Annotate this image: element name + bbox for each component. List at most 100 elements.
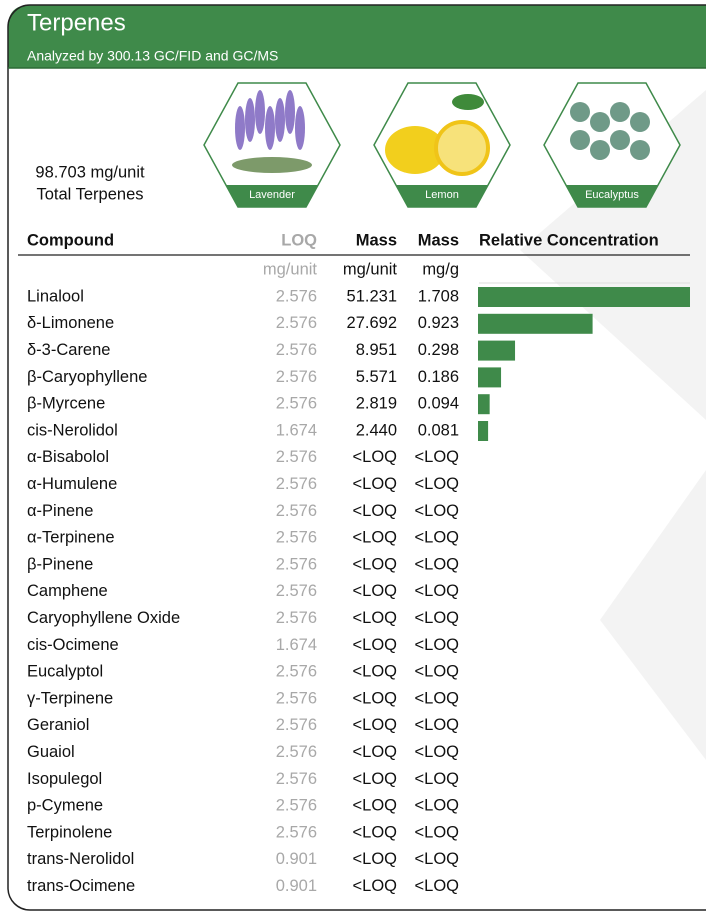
- loq: 2.576: [276, 395, 317, 413]
- mass-per-gram: <LOQ: [415, 636, 460, 654]
- unit-label: mg/unit: [263, 260, 318, 278]
- mass-per-gram: <LOQ: [415, 529, 460, 547]
- mass: 8.951: [356, 341, 397, 359]
- loq: 2.576: [276, 716, 317, 734]
- mass-per-gram: 0.081: [418, 421, 459, 439]
- mass-per-gram: <LOQ: [415, 770, 460, 788]
- concentration-bar: [478, 287, 690, 307]
- unit-label: mg/g: [422, 260, 459, 278]
- loq: 2.576: [276, 529, 317, 547]
- eucalyptus-art: [630, 112, 650, 132]
- loq: 2.576: [276, 770, 317, 788]
- compound: cis-Ocimene: [27, 636, 119, 654]
- lemon-art: [436, 122, 488, 174]
- column-header: Mass: [418, 231, 459, 249]
- page: Terpenes Analyzed by 300.13 GC/FID and G…: [0, 0, 706, 919]
- compound: Camphene: [27, 582, 108, 600]
- mass: <LOQ: [353, 636, 398, 654]
- mass: <LOQ: [353, 582, 398, 600]
- mass-per-gram: <LOQ: [415, 555, 460, 573]
- mass-per-gram: <LOQ: [415, 582, 460, 600]
- compound: α-Humulene: [27, 475, 117, 493]
- mass: <LOQ: [353, 823, 398, 841]
- mass: 51.231: [347, 287, 397, 305]
- mass-per-gram: <LOQ: [415, 797, 460, 815]
- mass-per-gram: <LOQ: [415, 716, 460, 734]
- loq: 0.901: [276, 877, 317, 895]
- loq: 2.576: [276, 368, 317, 386]
- mass: 5.571: [356, 368, 397, 386]
- loq: 2.576: [276, 582, 317, 600]
- loq: 1.674: [276, 421, 317, 439]
- mass-per-gram: <LOQ: [415, 823, 460, 841]
- compound: α-Pinene: [27, 502, 93, 520]
- mass-per-gram: <LOQ: [415, 850, 460, 868]
- loq: 2.576: [276, 663, 317, 681]
- subtitle: Analyzed by 300.13 GC/FID and GC/MS: [27, 48, 278, 64]
- mass: <LOQ: [353, 850, 398, 868]
- compound: β-Myrcene: [27, 395, 105, 413]
- eucalyptus-art: [630, 140, 650, 160]
- mass: 2.819: [356, 395, 397, 413]
- lavender-art: [265, 106, 275, 150]
- mass-per-gram: <LOQ: [415, 502, 460, 520]
- aroma-label: Lemon: [425, 189, 459, 201]
- loq: 2.576: [276, 609, 317, 627]
- column-header: Compound: [27, 231, 114, 249]
- compound: δ-Limonene: [27, 314, 114, 332]
- compound: Linalool: [27, 287, 84, 305]
- loq: 2.576: [276, 287, 317, 305]
- loq: 1.674: [276, 636, 317, 654]
- mass: <LOQ: [353, 663, 398, 681]
- mass-per-gram: 0.094: [418, 395, 459, 413]
- aroma-label: Lavender: [249, 189, 295, 201]
- concentration-bar: [478, 314, 593, 334]
- compound: Caryophyllene Oxide: [27, 609, 180, 627]
- concentration-bar: [478, 394, 490, 414]
- compound: trans-Nerolidol: [27, 850, 134, 868]
- lavender-art: [275, 98, 285, 142]
- compound: β-Pinene: [27, 555, 93, 573]
- mass-per-gram: <LOQ: [415, 475, 460, 493]
- compound: p-Cymene: [27, 797, 103, 815]
- concentration-bar: [478, 367, 501, 387]
- compound: cis-Nerolidol: [27, 421, 118, 439]
- eucalyptus-art: [610, 102, 630, 122]
- loq: 2.576: [276, 555, 317, 573]
- title: Terpenes: [27, 9, 126, 36]
- lavender-art: [285, 90, 295, 134]
- mass-per-gram: 0.298: [418, 341, 459, 359]
- concentration-bar: [478, 341, 515, 361]
- mass: <LOQ: [353, 609, 398, 627]
- mass: <LOQ: [353, 475, 398, 493]
- compound: γ-Terpinene: [27, 689, 113, 707]
- loq: 2.576: [276, 689, 317, 707]
- lavender-art: [245, 98, 255, 142]
- mass-per-gram: <LOQ: [415, 663, 460, 681]
- concentration-bar: [478, 421, 488, 441]
- lemon-art: [452, 94, 484, 110]
- mass: <LOQ: [353, 797, 398, 815]
- loq: 2.576: [276, 314, 317, 332]
- compound: δ-3-Carene: [27, 341, 110, 359]
- compound: Guaiol: [27, 743, 75, 761]
- column-header: LOQ: [281, 231, 317, 249]
- compound: trans-Ocimene: [27, 877, 135, 895]
- bg-shape: [600, 470, 706, 760]
- mass-per-gram: <LOQ: [415, 743, 460, 761]
- mass-per-gram: <LOQ: [415, 609, 460, 627]
- mass: 2.440: [356, 421, 397, 439]
- total-value: 98.703 mg/unit: [35, 163, 145, 181]
- eucalyptus-art: [590, 112, 610, 132]
- compound: Terpinolene: [27, 823, 112, 841]
- lavender-art: [255, 90, 265, 134]
- compound: α-Terpinene: [27, 529, 115, 547]
- mass: 27.692: [347, 314, 397, 332]
- mass-per-gram: 0.186: [418, 368, 459, 386]
- unit-label: mg/unit: [343, 260, 398, 278]
- mass-per-gram: <LOQ: [415, 689, 460, 707]
- mass: <LOQ: [353, 689, 398, 707]
- eucalyptus-art: [570, 130, 590, 150]
- loq: 2.576: [276, 743, 317, 761]
- aroma-label: Eucalyptus: [585, 189, 639, 201]
